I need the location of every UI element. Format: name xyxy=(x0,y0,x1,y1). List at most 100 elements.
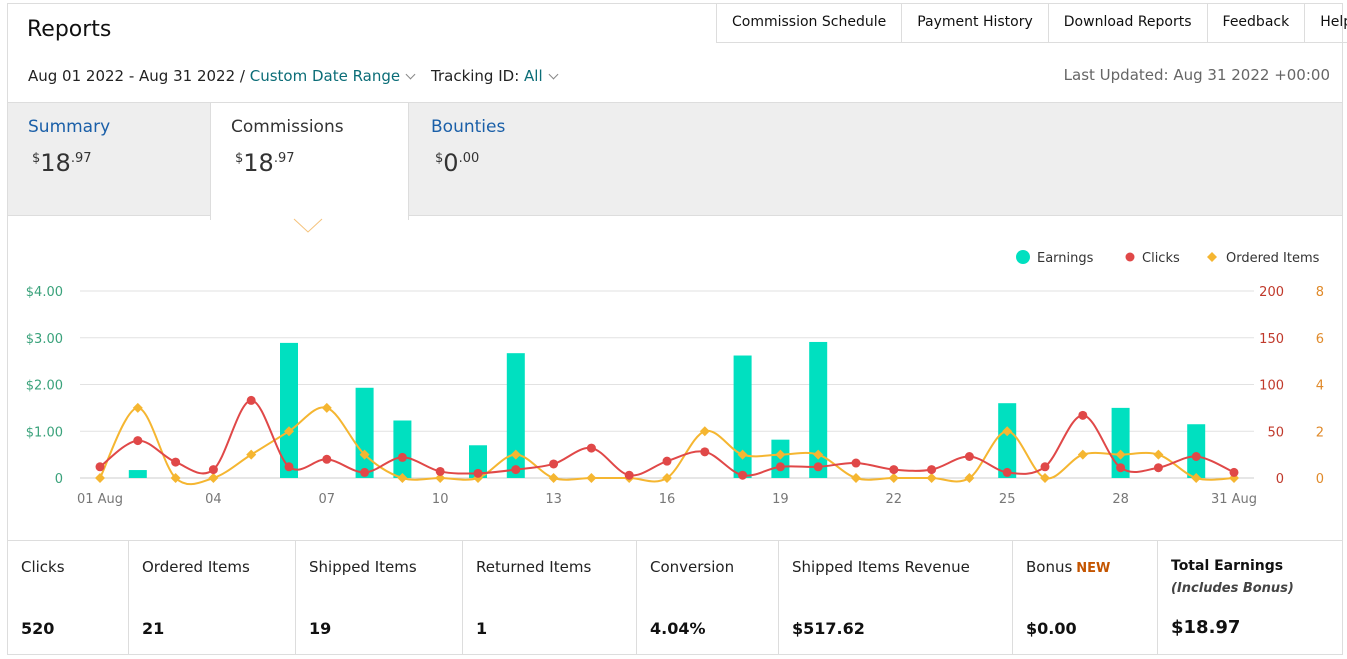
page-title: Reports xyxy=(27,17,112,42)
tab-summary[interactable]: Summary $18.97 xyxy=(8,103,210,217)
clicks-point xyxy=(964,451,974,461)
ordered-items-point xyxy=(1191,473,1202,483)
ordered-items-point xyxy=(699,426,710,437)
y-tick-items: 6 xyxy=(1316,332,1324,347)
y-tick-clicks: 150 xyxy=(1259,332,1284,347)
clicks-point xyxy=(775,462,785,472)
clicks-point xyxy=(208,465,218,475)
earnings-bar xyxy=(1111,407,1130,478)
y-tick-earnings: 0 xyxy=(55,472,63,487)
ordered-items-point xyxy=(359,449,370,460)
earnings-bar xyxy=(393,420,412,478)
clicks-point xyxy=(586,443,596,453)
stat-label: Ordered Items xyxy=(142,558,250,576)
tab-commissions[interactable]: Commissions $18.97 xyxy=(210,103,409,220)
legend-clicks-marker xyxy=(1125,252,1135,262)
stat-label-text: Shipped Items xyxy=(309,558,417,576)
y-tick-clicks: 0 xyxy=(1276,472,1284,487)
clicks-point xyxy=(246,395,256,405)
clicks-point xyxy=(95,462,105,472)
earnings-bar xyxy=(506,353,525,478)
y-tick-items: 4 xyxy=(1316,379,1324,394)
ordered-items-point xyxy=(1002,426,1013,437)
chevron-down-icon[interactable] xyxy=(405,69,416,80)
y-tick-items: 2 xyxy=(1316,425,1324,440)
feedback-button[interactable]: Feedback xyxy=(1208,3,1306,42)
ordered-items-point xyxy=(926,473,937,483)
ordered-items-point xyxy=(737,449,748,460)
tab-commissions-value: $18.97 xyxy=(235,149,295,177)
stat-label: Returned Items xyxy=(476,558,591,576)
tracking-id-dropdown[interactable]: All xyxy=(524,67,543,85)
y-tick-clicks: 100 xyxy=(1259,379,1284,394)
x-tick-label: 28 xyxy=(1112,492,1129,507)
y-tick-clicks: 200 xyxy=(1259,285,1284,300)
clicks-point xyxy=(1191,451,1201,461)
y-tick-clicks: 50 xyxy=(1267,425,1284,440)
clicks-point xyxy=(133,436,143,446)
stat-label: Total Earnings xyxy=(1171,558,1283,574)
ordered-items-point xyxy=(170,473,181,483)
stats-bar: Clicks 520 Ordered Items 21 Shipped Items 19 R… xyxy=(8,540,1342,655)
tab-summary-label: Summary xyxy=(28,117,111,137)
clicks-point xyxy=(1040,462,1050,472)
chevron-down-icon[interactable] xyxy=(548,69,559,80)
ordered-items-point xyxy=(1153,449,1164,460)
clicks-point xyxy=(284,462,294,472)
clicks-point xyxy=(1116,463,1126,473)
ordered-items-point xyxy=(510,449,521,460)
stat-label: Shipped Items xyxy=(309,558,417,576)
clicks-point xyxy=(813,462,823,472)
date-range-text: Aug 01 2022 - Aug 31 2022 / xyxy=(28,67,245,85)
y-tick-earnings: $2.00 xyxy=(26,379,63,394)
earnings-bar xyxy=(355,387,374,478)
x-tick-label: 19 xyxy=(772,492,789,507)
x-tick-label: 10 xyxy=(432,492,449,507)
y-tick-earnings: $1.00 xyxy=(26,425,63,440)
earnings-bar xyxy=(469,445,487,478)
stat-label-text: Returned Items xyxy=(476,558,592,576)
clicks-point xyxy=(662,456,672,466)
date-filter: Aug 01 2022 - Aug 31 2022 / Custom Date … xyxy=(28,67,416,85)
ordered-items-point xyxy=(246,449,257,460)
commission-schedule-button[interactable]: Commission Schedule xyxy=(717,3,903,42)
x-tick-label: 07 xyxy=(319,492,336,507)
payment-history-button[interactable]: Payment History xyxy=(902,3,1049,42)
ordered-items-point xyxy=(1077,449,1088,460)
download-reports-button[interactable]: Download Reports xyxy=(1049,3,1208,42)
tab-bounties[interactable]: Bounties $0.00 xyxy=(411,103,611,217)
stat-label: Bonus NEW xyxy=(1026,558,1110,576)
stat-label: Conversion xyxy=(650,558,734,576)
earnings-bar xyxy=(1187,424,1206,478)
earnings-chart: 0 0 0 $1.00 50 2 $2.00 100 4 $3.00 150 6 $4.00 200 8 01… xyxy=(8,216,1342,539)
stat-bonus: Bonus NEW $0.00 xyxy=(1013,541,1158,655)
ordered-items-point xyxy=(397,473,408,483)
x-tick-label: 04 xyxy=(205,492,222,507)
stat-value: 1 xyxy=(476,619,488,638)
tab-bounties-value: $0.00 xyxy=(435,149,480,177)
tab-summary-value: $18.97 xyxy=(32,149,92,177)
stat-label-text: Ordered Items xyxy=(142,558,250,576)
clicks-point xyxy=(738,470,748,480)
earnings-bar xyxy=(998,403,1017,478)
clicks-point xyxy=(1153,463,1163,473)
clicks-point xyxy=(851,458,861,468)
stat-label-text: Total Earnings xyxy=(1171,558,1284,574)
ordered-items-point xyxy=(548,473,559,483)
tab-commissions-label: Commissions xyxy=(231,117,344,137)
last-updated: Last Updated: Aug 31 2022 +00:00 xyxy=(1063,66,1330,84)
stat-value: 4.04% xyxy=(650,619,706,638)
report-tabs: Summary $18.97 Commissions $18.97 Bounti… xyxy=(8,102,1342,220)
ordered-items-point xyxy=(284,426,294,437)
legend-earnings-marker xyxy=(1016,250,1030,264)
custom-date-range-dropdown[interactable]: Custom Date Range xyxy=(249,67,401,85)
clicks-point xyxy=(171,457,181,467)
stat-value: 520 xyxy=(21,619,55,638)
earnings-bar xyxy=(280,342,298,478)
y-tick-earnings: $3.00 xyxy=(26,332,63,347)
stat-value: 21 xyxy=(142,619,165,638)
new-badge: NEW xyxy=(1076,561,1111,576)
ordered-items-point xyxy=(321,402,332,413)
ordered-items-point xyxy=(95,473,105,483)
help-button[interactable]: Help xyxy=(1320,14,1347,30)
